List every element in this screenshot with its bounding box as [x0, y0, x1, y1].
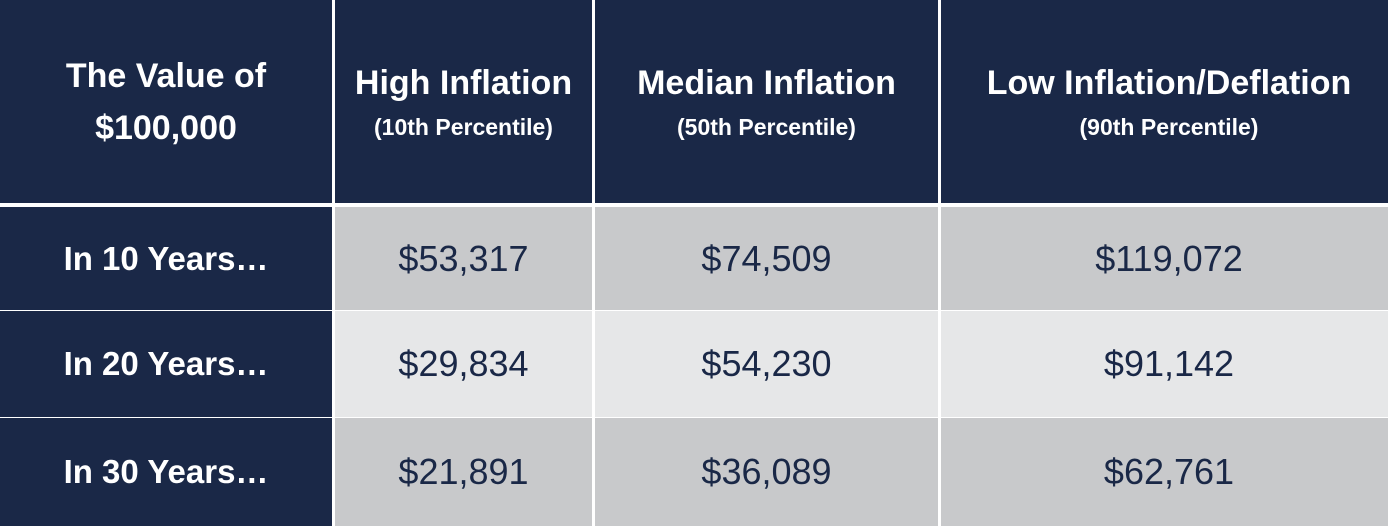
row-label-30-years: In 30 Years… — [0, 418, 332, 526]
corner-header-line1: The Value of — [65, 56, 267, 95]
corner-header-line2: $100,000 — [95, 108, 237, 147]
corner-header: The Value of $100,000 — [0, 0, 332, 206]
table-cell: $54,230 — [595, 311, 938, 417]
table-cell: $91,142 — [941, 311, 1388, 417]
table-cell: $74,509 — [595, 207, 938, 310]
column-header-title: Low Inflation/Deflation — [986, 63, 1352, 102]
row-label-10-years: In 10 Years… — [0, 207, 332, 310]
row-label-20-years: In 20 Years… — [0, 311, 332, 417]
column-header-title: High Inflation — [354, 63, 573, 102]
column-header-title: Median Inflation — [637, 63, 896, 102]
table-cell: $21,891 — [335, 418, 592, 526]
column-header-median-inflation: Median Inflation (50th Percentile) — [595, 0, 938, 206]
table-cell: $36,089 — [595, 418, 938, 526]
table-cell: $62,761 — [941, 418, 1388, 526]
column-header-subtitle: (50th Percentile) — [677, 113, 856, 140]
table-cell: $119,072 — [941, 207, 1388, 310]
column-header-subtitle: (10th Percentile) — [374, 113, 553, 140]
column-header-subtitle: (90th Percentile) — [1079, 113, 1259, 140]
column-header-high-inflation: High Inflation (10th Percentile) — [335, 0, 592, 206]
table-cell: $29,834 — [335, 311, 592, 417]
column-header-low-inflation: Low Inflation/Deflation (90th Percentile… — [941, 0, 1388, 206]
corner-header-text: The Value of $100,000 — [66, 50, 266, 154]
table-cell: $53,317 — [335, 207, 592, 310]
